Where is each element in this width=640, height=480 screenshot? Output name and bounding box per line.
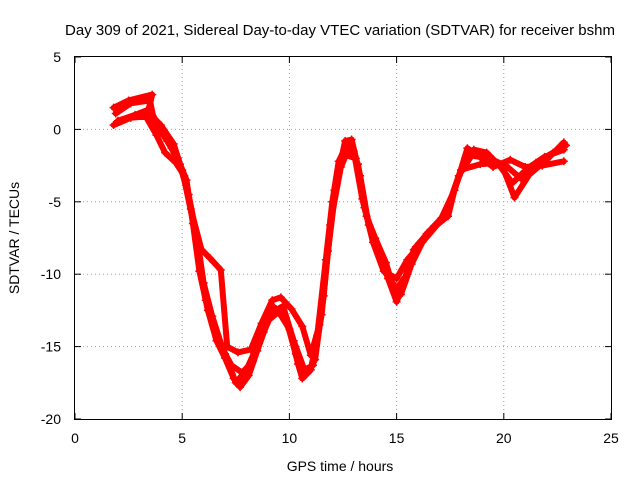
x-axis-label: GPS time / hours: [287, 458, 394, 474]
point-trace-b-29: [392, 297, 401, 306]
point-trace-d-21: [351, 154, 360, 163]
point-trace-b-12: [233, 348, 242, 357]
y-tick-label: -15: [41, 339, 61, 355]
point-trace-d-6: [191, 226, 200, 235]
x-tick-label: 0: [71, 430, 79, 446]
point-trace-d-0: [113, 116, 122, 125]
y-tick-label: -20: [41, 411, 61, 427]
point-trace-c-34: [467, 151, 476, 160]
point-trace-c-1: [126, 99, 135, 108]
point-trace-d-11: [242, 365, 251, 374]
axis-ticks: [74, 56, 612, 420]
point-trace-a-41: [506, 155, 515, 164]
point-trace-a-38: [463, 144, 472, 153]
point-trace-a-21: [298, 374, 307, 383]
point-trace-b-18: [298, 322, 307, 331]
point-trace-d-12: [255, 336, 264, 345]
point-trace-d-17: [308, 361, 317, 370]
point-trace-d-27: [422, 229, 431, 238]
y-tick-label: 0: [53, 121, 61, 137]
point-trace-d-13: [266, 309, 275, 318]
point-trace-d-16: [300, 365, 309, 374]
y-tick-label: -5: [49, 194, 62, 210]
point-trace-d-14: [278, 302, 287, 311]
point-trace-d-24: [388, 278, 397, 287]
point-trace-b-23: [341, 136, 350, 145]
x-tick-label: 20: [496, 430, 512, 446]
point-trace-d-33: [523, 164, 532, 173]
point-trace-a-15: [244, 371, 253, 380]
point-trace-d-4: [167, 144, 176, 153]
point-trace-a-32: [392, 274, 401, 283]
point-trace-b-3: [152, 131, 161, 140]
plot-frame: [74, 56, 612, 420]
point-trace-d-10: [231, 378, 240, 387]
point-trace-b-4: [161, 148, 170, 157]
y-axis-label: SDTVAR / TECUs: [6, 182, 22, 294]
x-tick-label: 15: [389, 430, 405, 446]
point-trace-d-18: [317, 310, 326, 319]
series-trace-a: [110, 91, 567, 391]
chart-title: Day 309 of 2021, Sidereal Day-to-day VTE…: [65, 22, 615, 39]
point-trace-d-35: [559, 145, 568, 154]
point-trace-b-0: [109, 121, 118, 130]
point-trace-c-23: [345, 142, 354, 151]
point-trace-d-32: [508, 178, 517, 187]
y-tick-label: 5: [53, 49, 61, 65]
point-trace-b-36: [469, 145, 478, 154]
series-trace-d: [114, 106, 567, 386]
point-trace-d-3: [154, 122, 163, 131]
point-trace-d-2: [146, 105, 155, 114]
series-trace-b: [110, 113, 567, 359]
point-trace-d-15: [289, 336, 298, 345]
point-trace-d-28: [439, 215, 448, 224]
point-trace-d-31: [493, 158, 502, 167]
point-trace-b-39: [510, 193, 519, 202]
point-trace-d-1: [131, 110, 140, 119]
point-trace-d-19: [330, 186, 339, 195]
point-trace-d-34: [540, 152, 549, 161]
point-trace-d-29: [456, 165, 465, 174]
point-trace-b-17: [287, 304, 296, 313]
point-trace-b-16: [276, 293, 285, 302]
point-trace-d-8: [210, 325, 219, 334]
x-tick-label: 5: [178, 430, 186, 446]
point-trace-d-23: [375, 252, 384, 261]
y-tick-labels: -20 -15 -10 -5 0 5: [41, 49, 61, 427]
point-trace-d-25: [396, 290, 405, 299]
point-trace-d-26: [407, 260, 416, 269]
point-trace-a-44: [559, 157, 568, 166]
point-trace-b-15: [268, 296, 277, 305]
point-trace-d-30: [476, 160, 485, 169]
y-tick-label: -10: [41, 266, 61, 282]
point-trace-d-9: [221, 349, 230, 358]
series-trace-c: [112, 97, 569, 378]
point-trace-a-2: [148, 90, 157, 99]
x-tick-label: 10: [282, 430, 298, 446]
point-trace-a-0: [109, 103, 118, 112]
point-trace-d-20: [339, 150, 347, 159]
data-series: [109, 90, 570, 392]
point-trace-d-7: [201, 296, 210, 305]
point-trace-b-24: [347, 135, 356, 144]
point-trace-b-10: [216, 265, 225, 274]
point-trace-c-0: [111, 109, 120, 118]
x-tick-label: 25: [603, 430, 619, 446]
grid-lines: [75, 57, 611, 419]
x-tick-labels: 0 5 10 15 20 25: [71, 430, 619, 446]
point-trace-c-36: [501, 161, 510, 170]
point-trace-d-5: [178, 165, 187, 174]
point-trace-a-14: [236, 383, 245, 392]
point-trace-d-22: [360, 203, 369, 212]
point-trace-c-2: [146, 96, 155, 105]
point-trace-b-9: [206, 254, 215, 263]
